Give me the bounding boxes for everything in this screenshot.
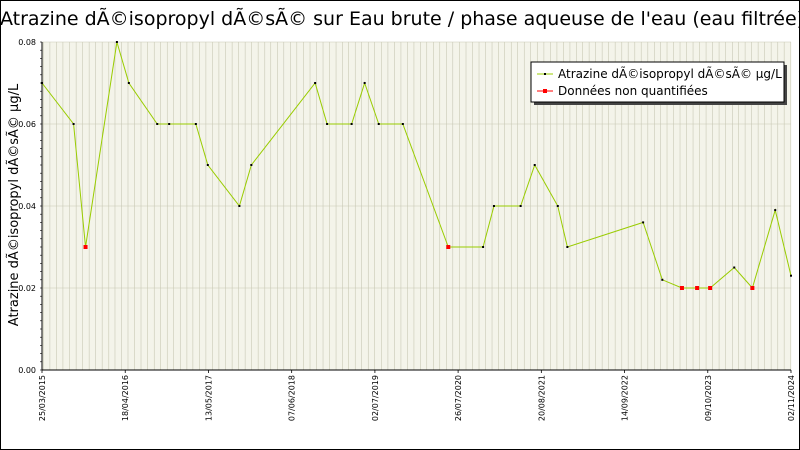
- data-point: [314, 82, 317, 84]
- unquantified-point: [83, 245, 88, 249]
- x-tick-label: 18/04/2016: [121, 375, 130, 421]
- data-point: [363, 82, 366, 84]
- legend-items: Atrazine dÃ©isopropyl dÃ©sÃ© µg/L Données…: [537, 66, 782, 98]
- data-point: [642, 221, 645, 224]
- data-point: [774, 209, 777, 212]
- data-point: [250, 164, 253, 166]
- data-point: [377, 123, 380, 125]
- unquantified-point: [750, 286, 755, 290]
- data-point: [556, 205, 559, 207]
- data-point: [733, 266, 736, 269]
- data-point: [533, 164, 536, 166]
- data-point: [326, 123, 329, 125]
- data-point: [661, 278, 664, 281]
- x-tick-label: 09/10/2023: [704, 375, 713, 421]
- data-point: [566, 246, 569, 248]
- x-tick-label: 02/11/2024: [787, 375, 796, 421]
- data-point: [168, 123, 171, 125]
- data-point: [41, 82, 43, 84]
- data-point: [492, 205, 495, 207]
- legend-label-unquantified: Données non quantifiées: [558, 84, 708, 98]
- legend-marker-unquantified: [543, 89, 547, 93]
- data-point: [115, 41, 118, 43]
- unquantified-point: [708, 286, 713, 290]
- unquantified-point: [446, 245, 451, 249]
- data-point: [206, 164, 209, 166]
- data-point: [790, 274, 792, 277]
- x-tick-label: 14/09/2022: [621, 375, 630, 421]
- x-tick-label: 13/05/2017: [204, 375, 213, 421]
- x-tick-label: 02/07/2019: [371, 375, 380, 421]
- data-point: [72, 123, 75, 125]
- unquantified-point: [695, 286, 700, 290]
- unquantified-point: [679, 286, 684, 290]
- data-point: [127, 82, 130, 84]
- data-point: [401, 123, 404, 125]
- y-tick-label: 0.06: [18, 120, 36, 129]
- chart-title: Atrazine dÃ©isopropyl dÃ©sÃ© sur Eau bru…: [0, 8, 800, 30]
- x-tick-label: 26/07/2020: [454, 375, 463, 421]
- legend-label-measured: Atrazine dÃ©isopropyl dÃ©sÃ© µg/L: [558, 66, 782, 81]
- data-point: [156, 123, 159, 125]
- data-point: [482, 246, 485, 248]
- data-point: [238, 205, 241, 207]
- axis-layer: 0.00 0.02 0.04 0.06 0.08 25/03/2015 18/04/2016…: [18, 38, 796, 421]
- x-tick-label: 07/06/2018: [288, 375, 297, 421]
- y-tick-label: 0.00: [18, 366, 36, 375]
- x-tick-label: 25/03/2015: [38, 375, 47, 421]
- series-layer: [41, 41, 792, 290]
- data-point: [194, 123, 197, 125]
- data-point: [519, 205, 522, 207]
- y-tick-label: 0.08: [18, 38, 36, 47]
- x-tick-label: 20/08/2021: [537, 375, 546, 421]
- data-point: [350, 123, 353, 125]
- legend: Atrazine dÃ©isopropyl dÃ©sÃ© µg/L Données…: [530, 61, 787, 105]
- legend-marker-measured: [544, 73, 546, 75]
- legend-box: [530, 61, 785, 103]
- y-tick-label: 0.04: [18, 202, 36, 211]
- y-tick-label: 0.02: [18, 284, 36, 293]
